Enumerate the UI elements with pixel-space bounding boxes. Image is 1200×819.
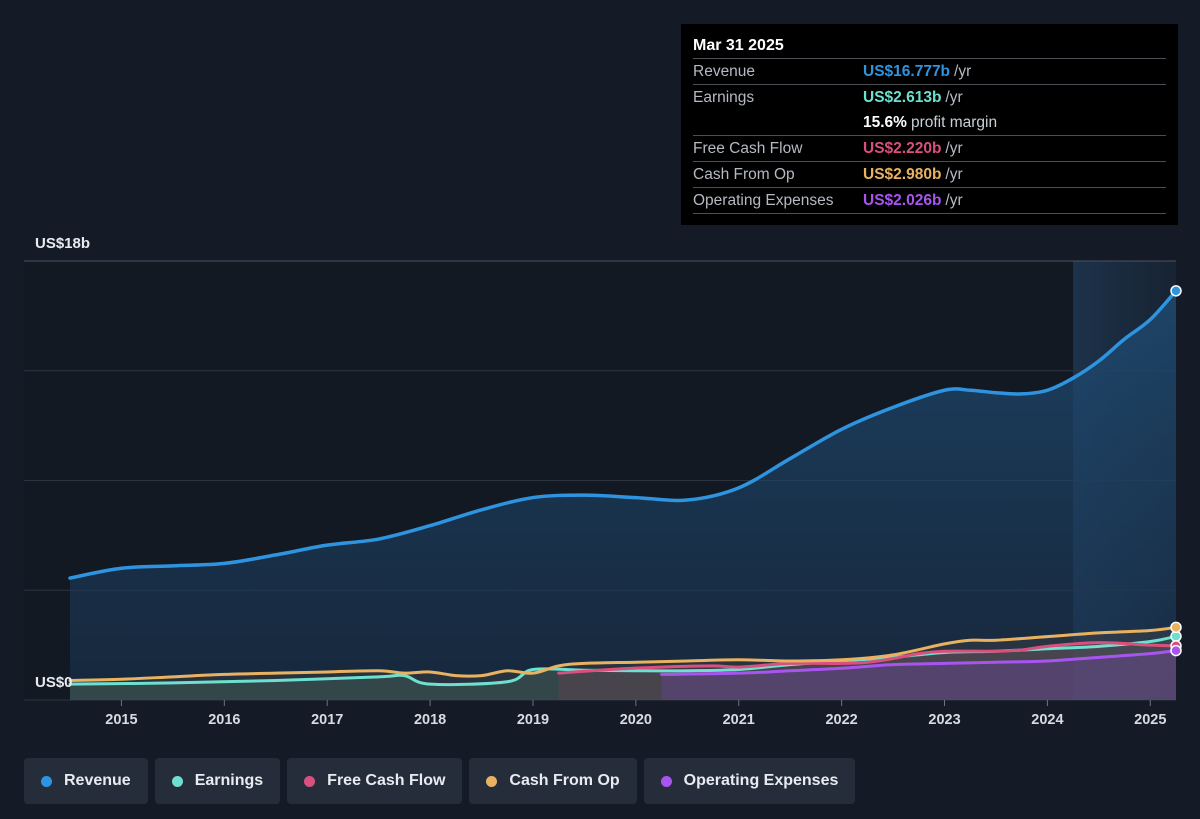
legend-item-earnings[interactable]: Earnings	[154, 758, 281, 804]
x-tick-label: 2017	[311, 712, 343, 728]
x-tick-label: 2024	[1031, 712, 1063, 728]
y-axis-bottom-label: US$0	[35, 674, 73, 691]
chart-area: 2015 2016 2017 2018 2019 2020 2021 2022 2023 2024…	[24, 235, 1182, 728]
series-endpoint-revenue	[1170, 285, 1182, 297]
tooltip-value: US$2.026b	[863, 191, 942, 209]
tooltip-row-cfo: Cash From Op US$2.980b /yr	[693, 161, 1166, 187]
legend-label: Free Cash Flow	[327, 772, 446, 789]
series-area-earnings	[70, 636, 1176, 700]
x-tick-label: 2015	[105, 712, 137, 728]
series-line-operating-expenses	[660, 649, 1178, 676]
legend-label: Revenue	[64, 772, 131, 789]
legend-item-cash-from-op[interactable]: Cash From Op	[469, 758, 637, 804]
series-endpoint-operating-expenses	[1170, 644, 1182, 657]
chart-legend: Revenue Earnings Free Cash Flow Cash Fro…	[24, 758, 856, 804]
series-line-revenue	[68, 289, 1178, 580]
legend-item-revenue[interactable]: Revenue	[24, 758, 148, 804]
legend-dot-icon	[486, 775, 498, 787]
series-line-free-cash-flow	[557, 641, 1178, 675]
x-tick-label: 2022	[825, 712, 857, 728]
x-tick-label: 2025	[1134, 712, 1166, 728]
tooltip-label: Revenue	[693, 62, 756, 80]
tooltip-row-fcf: Free Cash Flow US$2.220b /yr	[693, 135, 1166, 161]
tooltip-value: US$2.980b	[863, 165, 942, 183]
legend-label: Cash From Op	[509, 772, 620, 789]
tooltip-label: Cash From Op	[693, 165, 795, 183]
legend-dot-icon	[660, 775, 672, 787]
tooltip-unit: /yr	[945, 139, 963, 157]
tooltip-row-opex: Operating Expenses US$2.026b /yr	[693, 187, 1166, 214]
tooltip-value: US$2.220b	[863, 139, 942, 157]
tooltip-unit: /yr	[954, 62, 972, 80]
tooltip-value: US$2.613b	[863, 88, 942, 106]
legend-dot-icon	[171, 775, 183, 787]
tooltip-label: Free Cash Flow	[693, 139, 803, 157]
tooltip-label: Earnings	[693, 88, 755, 106]
legend-item-operating-expenses[interactable]: Operating Expenses	[643, 758, 856, 804]
x-tick-label: 2021	[723, 712, 755, 728]
x-tick-label: 2016	[208, 712, 240, 728]
x-tick-label: 2023	[928, 712, 960, 728]
legend-label: Operating Expenses	[683, 772, 839, 789]
tooltip-unit: /yr	[945, 191, 963, 209]
tooltip-row-margin: 15.6% profit margin	[693, 110, 1166, 135]
profit-margin-value: 15.6%	[863, 113, 907, 131]
legend-label: Earnings	[194, 772, 264, 789]
x-tick-label: 2018	[414, 712, 446, 728]
series-area-revenue	[70, 290, 1176, 700]
tooltip-unit: /yr	[945, 88, 963, 106]
profit-margin-text: profit margin	[910, 113, 998, 131]
series-area-operating-expenses	[661, 650, 1176, 700]
legend-item-free-cash-flow[interactable]: Free Cash Flow	[287, 758, 463, 804]
tooltip-row-earnings: Earnings US$2.613b /yr	[693, 84, 1166, 110]
tooltip-panel: Mar 31 2025 Revenue US$16.777b /yr Earni…	[681, 24, 1178, 225]
y-axis-top-label: US$18b	[35, 235, 90, 252]
legend-dot-icon	[41, 775, 52, 787]
series-endpoint-cash-from-op	[1170, 621, 1182, 634]
tooltip-date: Mar 31 2025	[693, 37, 784, 54]
series-line-cash-from-op	[68, 625, 1178, 682]
x-tick-label: 2019	[517, 712, 549, 728]
tooltip-label: Operating Expenses	[693, 191, 834, 209]
tooltip-unit: /yr	[945, 165, 963, 183]
legend-dot-icon	[304, 775, 316, 787]
series-area-free-cash-flow	[558, 642, 1176, 700]
tooltip-value: US$16.777b	[863, 62, 951, 80]
x-tick-label: 2020	[620, 712, 652, 728]
tooltip-row-revenue: Revenue US$16.777b /yr	[693, 58, 1166, 84]
